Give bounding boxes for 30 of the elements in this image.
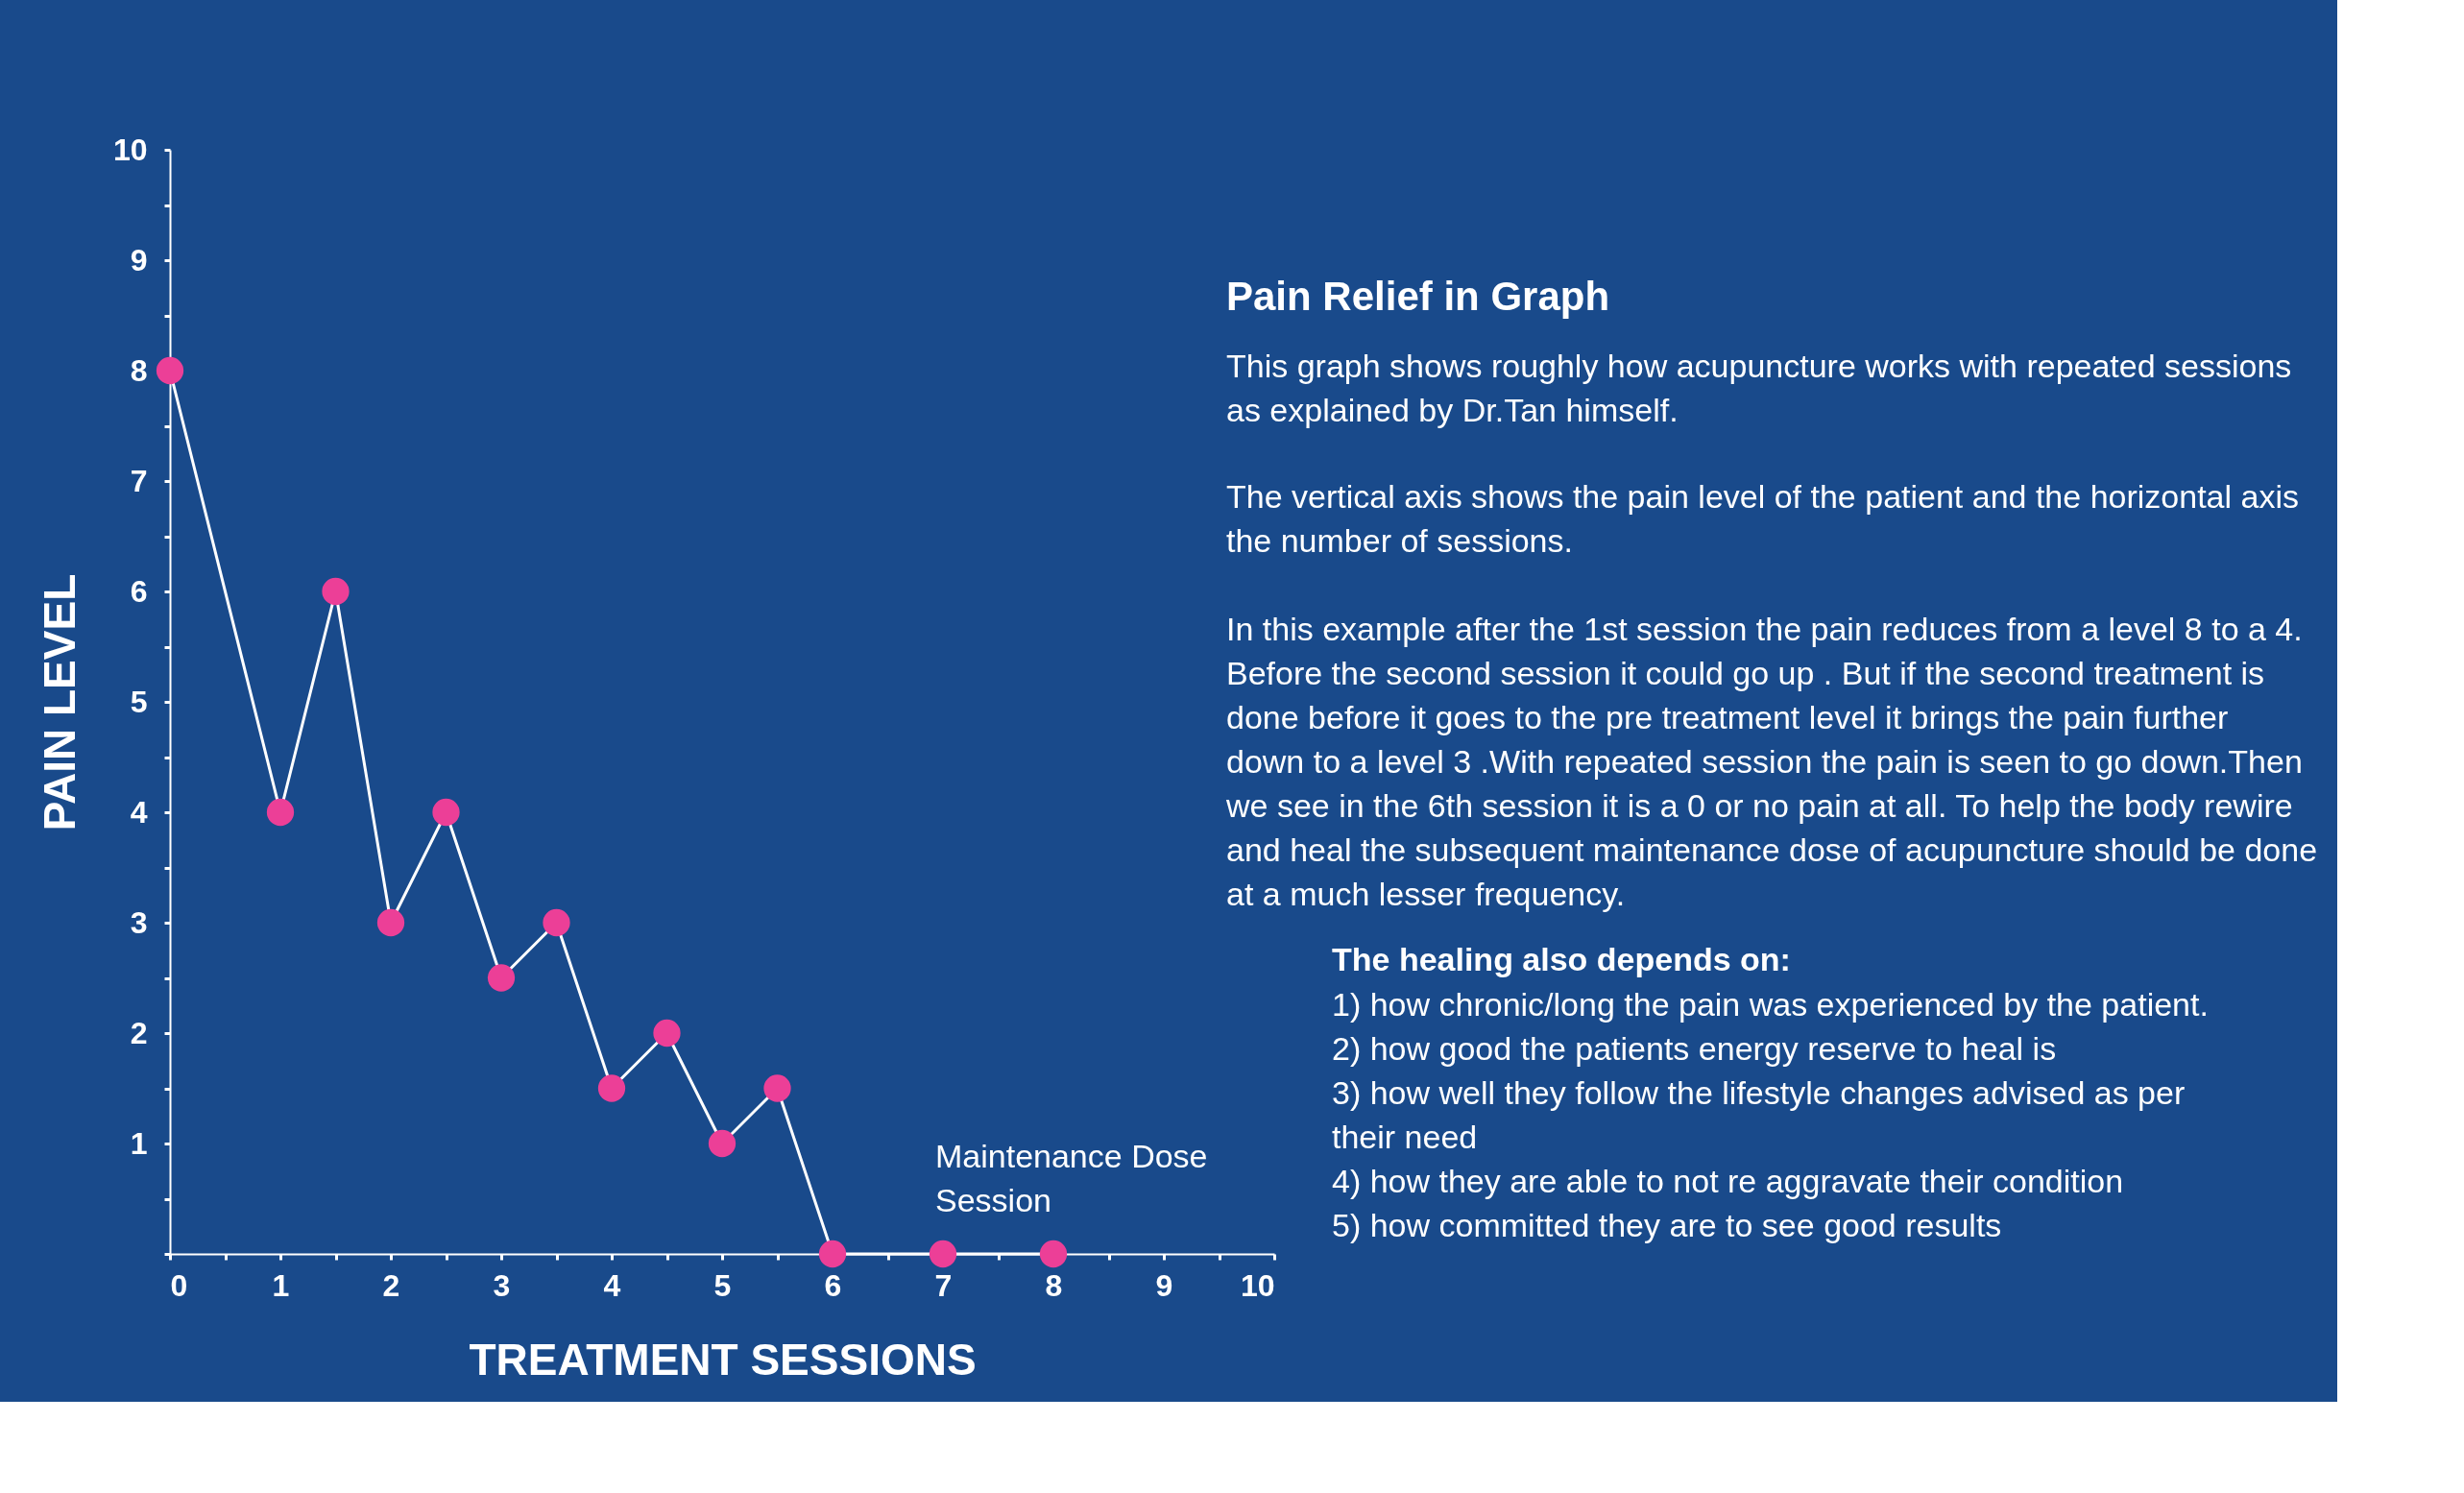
text: Pain Relief in Graph <box>1226 274 1610 319</box>
y-tick-label: 1 <box>130 1125 148 1161</box>
annotation: Maintenance Dose Session <box>935 1138 1208 1218</box>
text: The healing also depends on: <box>1332 941 1791 977</box>
y-tick-label: 6 <box>130 573 148 609</box>
y-tick-label: 3 <box>130 904 148 940</box>
x-tick-label: 10 <box>1240 1267 1275 1303</box>
y-tick-label: 4 <box>130 794 148 830</box>
x-tick-label: 8 <box>1045 1267 1063 1303</box>
x-tick-label: 5 <box>713 1267 732 1303</box>
y-tick-label: 5 <box>130 684 148 719</box>
x-tick-label: 9 <box>1155 1267 1173 1303</box>
x-tick-label: 1 <box>272 1267 290 1303</box>
x-tick-label: 6 <box>824 1267 842 1303</box>
y-tick-label: 7 <box>130 463 148 498</box>
x-axis-title: TREATMENT SESSIONS <box>469 1334 977 1385</box>
x-tick-label: 3 <box>493 1267 511 1303</box>
x-tick-label: 4 <box>603 1267 621 1303</box>
annotation: The vertical axis shows the pain level of the patient and the horizontal axis the number of sessions. <box>1226 478 2299 559</box>
y-tick-label: 10 <box>112 132 148 167</box>
y-tick-label: 9 <box>130 242 148 277</box>
x-tick-label: 0 <box>170 1267 188 1303</box>
x-tick-label: 2 <box>382 1267 400 1303</box>
y-axis-title: PAIN LEVEL <box>34 573 85 831</box>
text: 1) how chronic/long the pain was experienced by the patient. 2) how good the patients energy reserve to heal is 3) how well they follow the lifestyle changes advised as per their need 4) how they are able to not re aggravate their condition 5) how committed they are to see good results <box>1332 986 2209 1243</box>
x-tick-label: 7 <box>934 1267 953 1303</box>
y-tick-label: 2 <box>130 1015 148 1050</box>
y-tick-label: 8 <box>130 352 148 388</box>
annotation: This graph shows roughly how acupuncture works with repeated sessions as explained by Dr.Tan himself. <box>1226 348 2292 428</box>
annotation: In this example after the 1st session the pain reduces from a level 8 to a 4. Before the second session it could go up . But if the second treatment is done before it goes to the pre treatment level it brings the pain further down to a level 3 .With repeated session the pain is seen to go down.Then we see in the 6th session it is a 0 or no pain at all. To help the body rewire and heal the subsequent maintenance dose of acupuncture should be done at a much lesser frequency. <box>1225 611 2318 912</box>
